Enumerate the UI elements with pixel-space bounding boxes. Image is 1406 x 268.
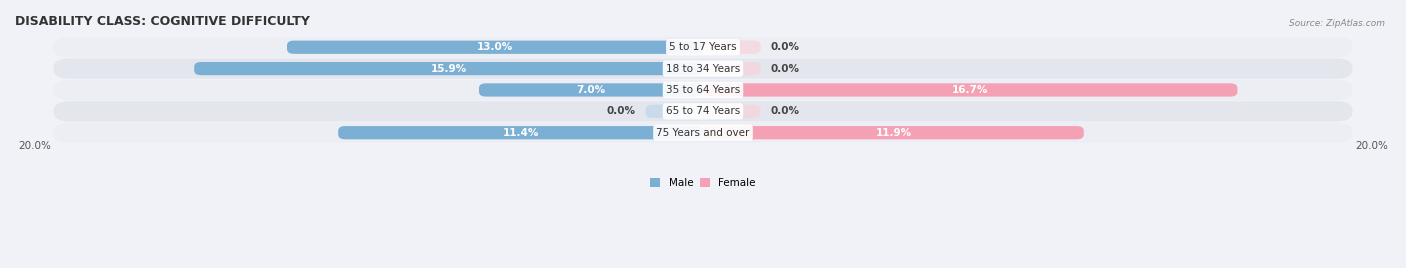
Legend: Male, Female: Male, Female: [645, 174, 761, 192]
Text: 18 to 34 Years: 18 to 34 Years: [666, 64, 740, 74]
Text: 16.7%: 16.7%: [952, 85, 988, 95]
Text: 0.0%: 0.0%: [770, 42, 799, 52]
FancyBboxPatch shape: [287, 40, 703, 54]
FancyBboxPatch shape: [479, 83, 703, 96]
FancyBboxPatch shape: [53, 58, 1353, 79]
Text: 0.0%: 0.0%: [607, 106, 636, 116]
Text: 35 to 64 Years: 35 to 64 Years: [666, 85, 740, 95]
FancyBboxPatch shape: [53, 80, 1353, 100]
Text: 11.4%: 11.4%: [502, 128, 538, 138]
Text: 7.0%: 7.0%: [576, 85, 606, 95]
Text: DISABILITY CLASS: COGNITIVE DIFFICULTY: DISABILITY CLASS: COGNITIVE DIFFICULTY: [15, 15, 309, 28]
Text: 11.9%: 11.9%: [876, 128, 911, 138]
Text: 65 to 74 Years: 65 to 74 Years: [666, 106, 740, 116]
FancyBboxPatch shape: [194, 62, 703, 75]
FancyBboxPatch shape: [53, 123, 1353, 143]
Text: 0.0%: 0.0%: [770, 106, 799, 116]
Text: 13.0%: 13.0%: [477, 42, 513, 52]
Text: 15.9%: 15.9%: [430, 64, 467, 74]
FancyBboxPatch shape: [703, 83, 1237, 96]
Text: 75 Years and over: 75 Years and over: [657, 128, 749, 138]
FancyBboxPatch shape: [53, 101, 1353, 121]
FancyBboxPatch shape: [645, 105, 703, 118]
FancyBboxPatch shape: [703, 126, 1084, 139]
Text: 0.0%: 0.0%: [770, 64, 799, 74]
FancyBboxPatch shape: [53, 37, 1353, 57]
FancyBboxPatch shape: [703, 62, 761, 75]
Text: 20.0%: 20.0%: [1355, 141, 1388, 151]
Text: 5 to 17 Years: 5 to 17 Years: [669, 42, 737, 52]
FancyBboxPatch shape: [703, 40, 761, 54]
FancyBboxPatch shape: [339, 126, 703, 139]
Text: Source: ZipAtlas.com: Source: ZipAtlas.com: [1289, 19, 1385, 28]
Text: 20.0%: 20.0%: [18, 141, 51, 151]
FancyBboxPatch shape: [703, 105, 761, 118]
